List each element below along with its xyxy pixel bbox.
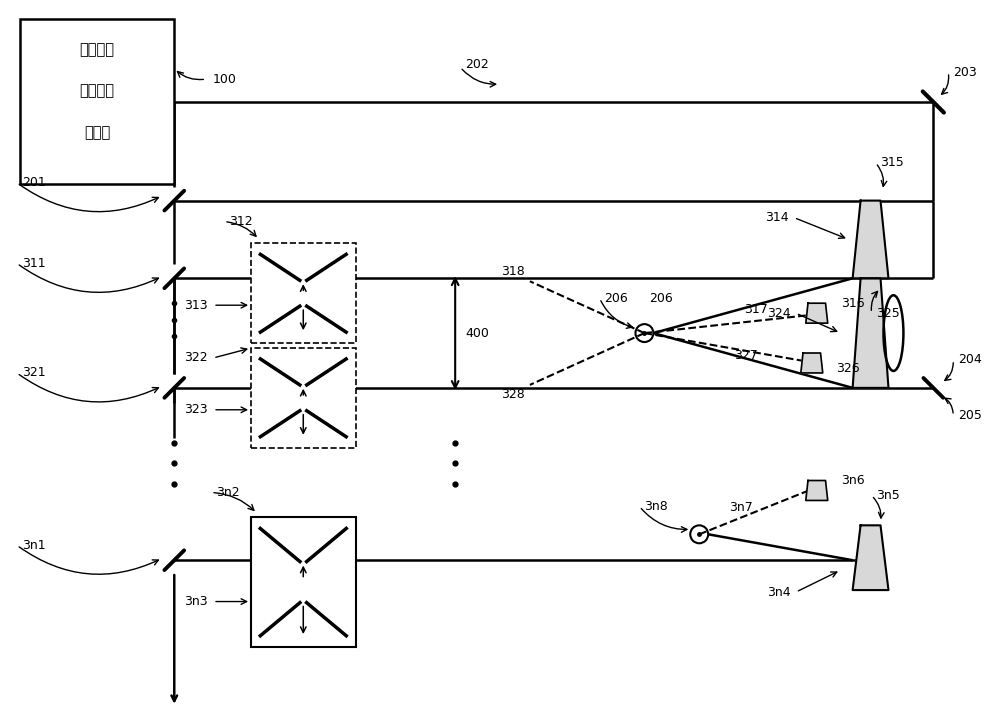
Text: 201: 201	[22, 176, 46, 189]
Text: 204: 204	[958, 354, 982, 366]
Text: 3n7: 3n7	[729, 501, 753, 514]
Text: 327: 327	[734, 349, 758, 361]
Text: 205: 205	[958, 409, 982, 422]
Polygon shape	[853, 200, 888, 278]
Text: 3n2: 3n2	[216, 486, 240, 499]
Text: 202: 202	[465, 58, 489, 71]
Text: 315: 315	[881, 156, 904, 169]
Text: 313: 313	[185, 299, 208, 312]
Text: 325: 325	[877, 307, 900, 319]
Polygon shape	[806, 303, 828, 323]
Text: 3n3: 3n3	[185, 595, 208, 608]
Bar	[251, 348, 356, 448]
Text: 400: 400	[465, 327, 489, 339]
Text: 321: 321	[22, 366, 45, 379]
Bar	[251, 243, 356, 343]
Polygon shape	[801, 353, 823, 373]
Text: 314: 314	[765, 211, 789, 224]
Text: 3n5: 3n5	[877, 489, 900, 502]
Bar	[251, 518, 356, 647]
Text: 高功率钛: 高功率钛	[80, 41, 115, 57]
Text: 328: 328	[501, 389, 525, 401]
Text: 203: 203	[953, 66, 977, 78]
Text: 100: 100	[213, 73, 237, 86]
Text: 322: 322	[185, 352, 208, 364]
Text: 激光器: 激光器	[84, 125, 110, 140]
Text: 324: 324	[767, 307, 791, 319]
Text: 312: 312	[229, 215, 253, 228]
Text: 318: 318	[501, 265, 525, 278]
Polygon shape	[806, 481, 828, 501]
Text: 323: 323	[185, 404, 208, 416]
Text: 宝石飞秒: 宝石飞秒	[80, 83, 115, 98]
Text: 3n6: 3n6	[841, 474, 864, 487]
Bar	[20, 19, 174, 184]
Text: 3n8: 3n8	[644, 500, 668, 513]
Polygon shape	[853, 525, 888, 590]
Text: 326: 326	[836, 362, 859, 376]
Text: 206: 206	[605, 292, 628, 304]
Text: 3n1: 3n1	[22, 539, 45, 552]
Text: 206: 206	[649, 292, 673, 304]
Text: 311: 311	[22, 257, 45, 270]
Text: 3n4: 3n4	[767, 585, 791, 599]
Polygon shape	[853, 278, 888, 388]
Text: 317: 317	[744, 303, 768, 316]
Text: 316: 316	[841, 297, 864, 309]
